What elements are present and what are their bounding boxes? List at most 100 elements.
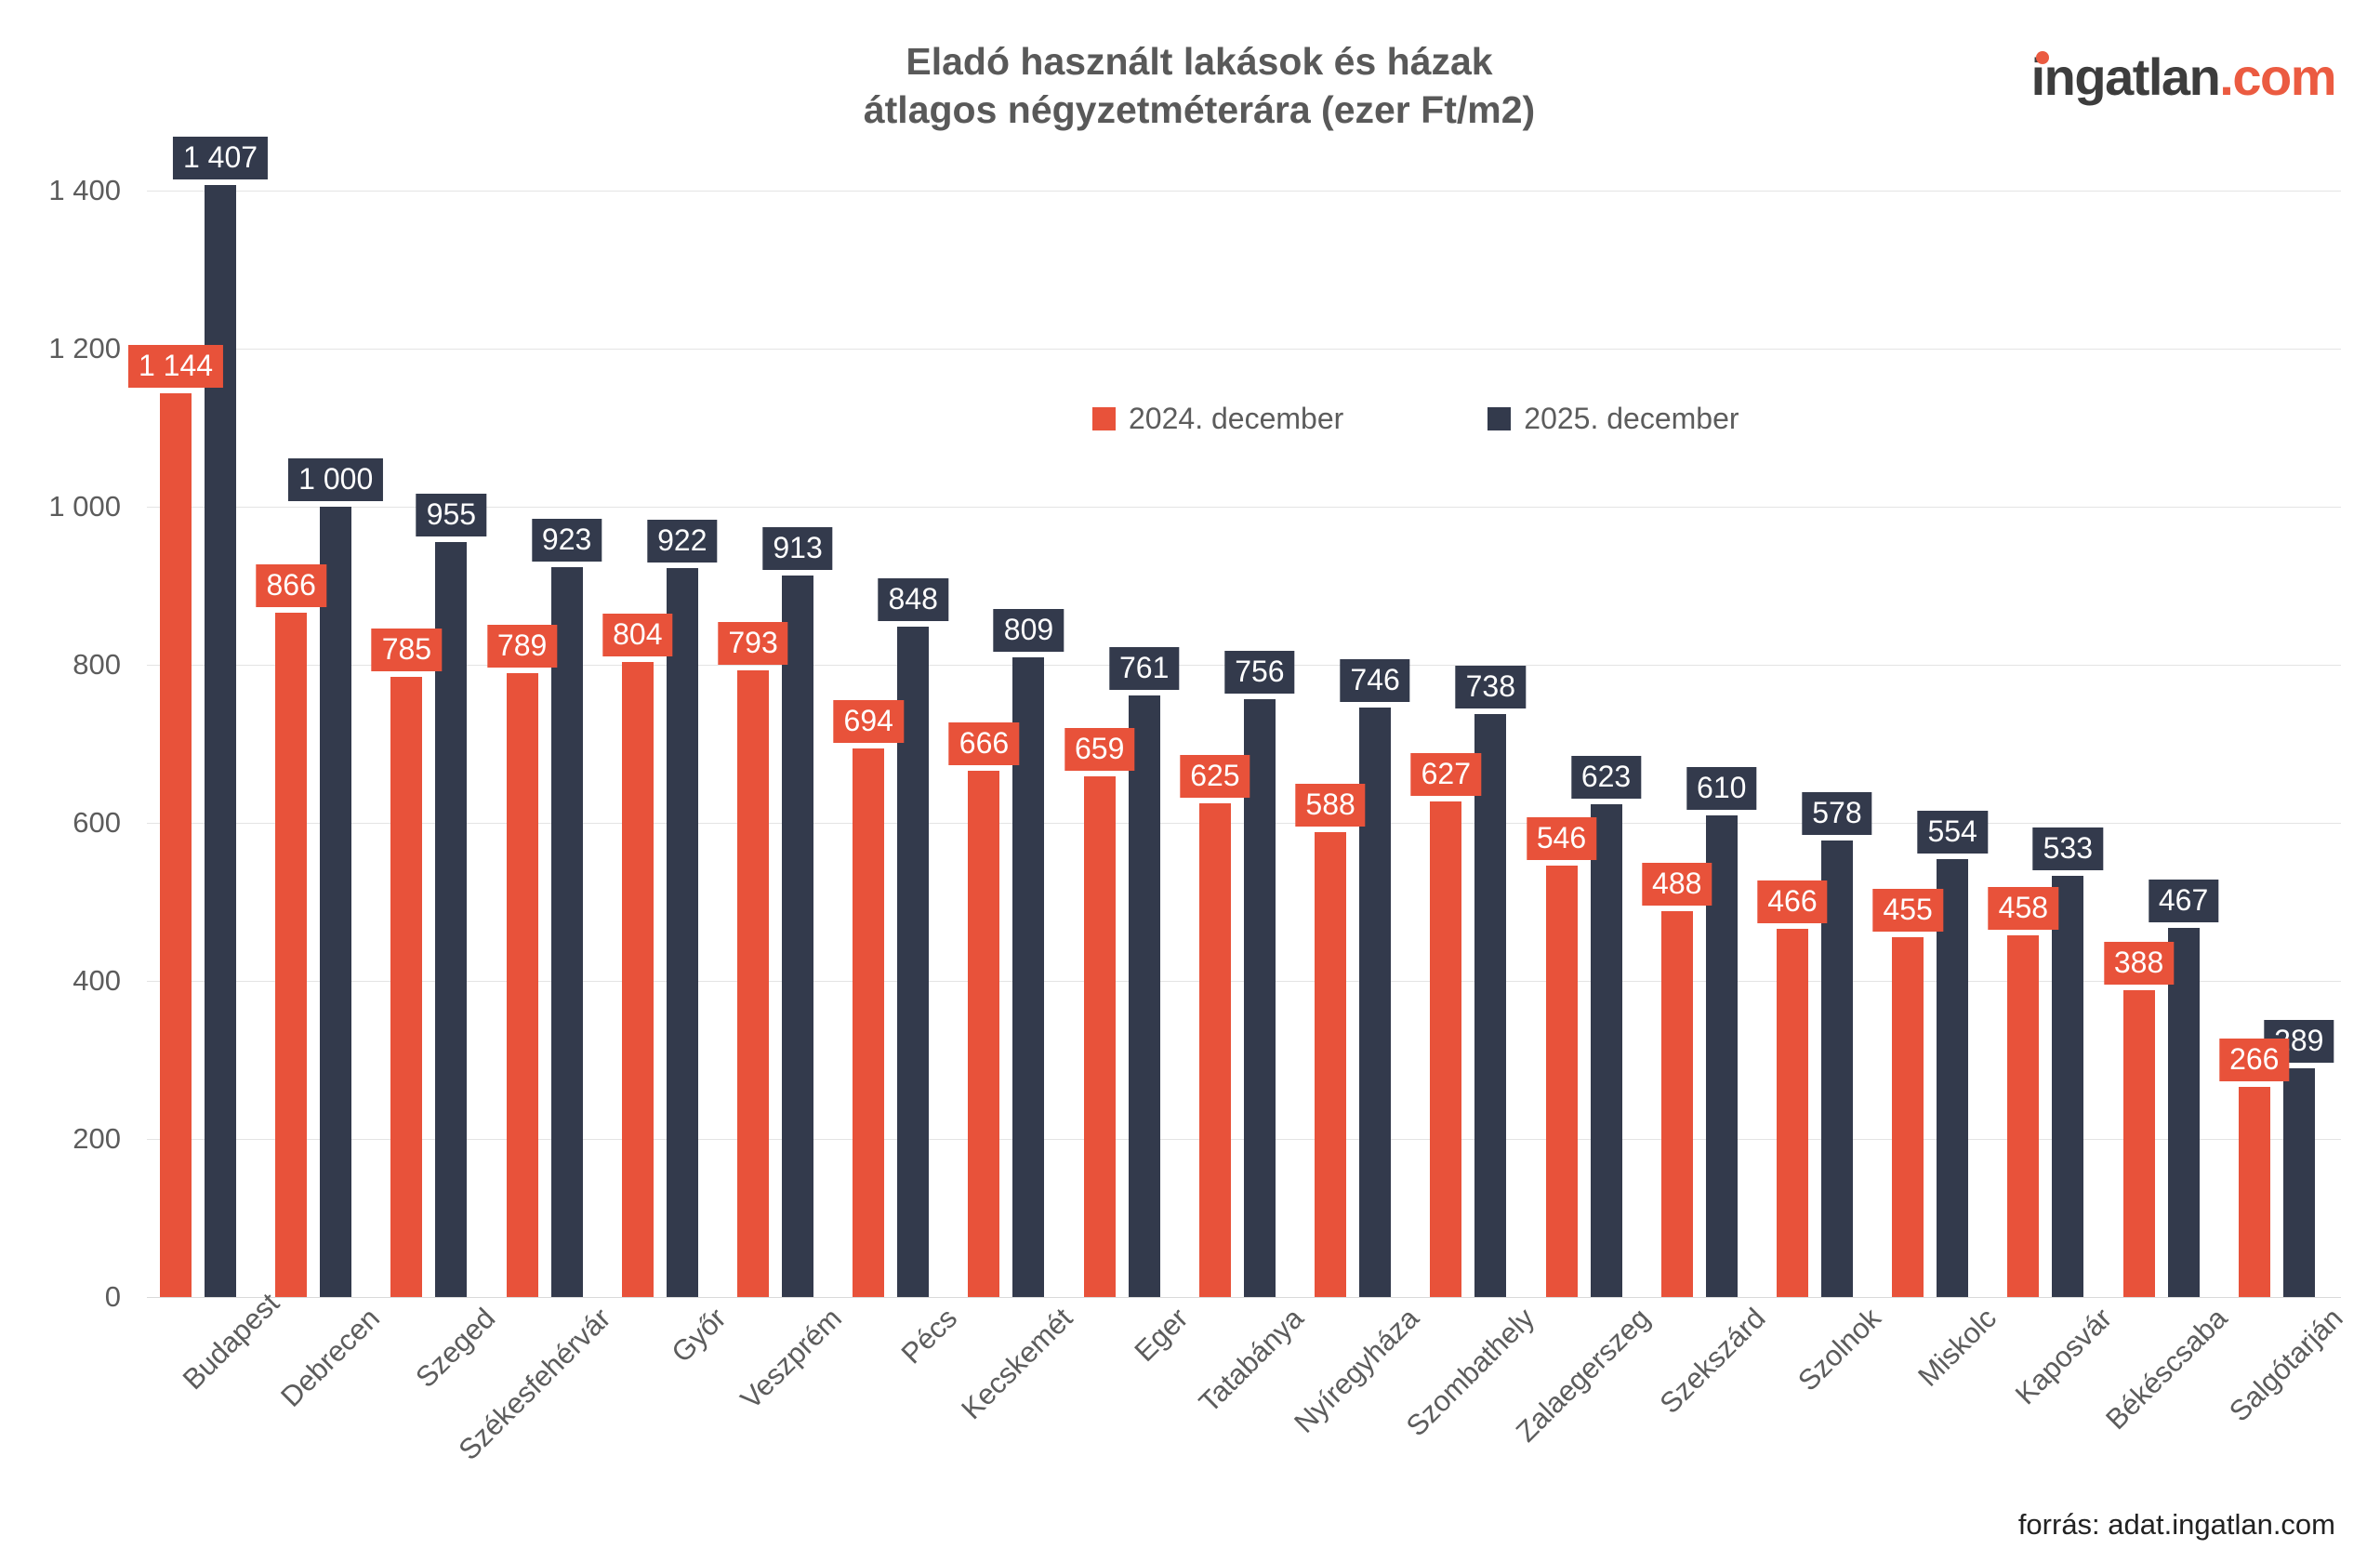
bar[interactable] bbox=[1198, 802, 1231, 1297]
page-title: Eladó használt lakások és házak átlagos … bbox=[863, 40, 1536, 132]
bar-group: 627 738 bbox=[1410, 112, 1532, 1297]
bar-group: 804 922 bbox=[602, 112, 724, 1297]
y-axis-tick-label: 800 bbox=[73, 648, 121, 681]
bar-group: 666 809 bbox=[948, 112, 1070, 1297]
bar-value-label: 694 bbox=[833, 700, 904, 744]
bar-group: 625 756 bbox=[1180, 112, 1302, 1297]
bar-value-label: 554 bbox=[1917, 811, 1988, 854]
gridline bbox=[147, 1297, 2341, 1298]
bar-group: 546 623 bbox=[1526, 112, 1648, 1297]
bar[interactable] bbox=[550, 567, 583, 1297]
bar-group: 793 913 bbox=[718, 112, 840, 1297]
logo-main-text: ingatlan bbox=[2030, 47, 2221, 106]
gridline bbox=[147, 507, 2341, 508]
bar-group: 588 746 bbox=[1295, 112, 1417, 1297]
logo-dotcom-text: .com bbox=[2219, 47, 2336, 106]
bar[interactable] bbox=[782, 575, 814, 1297]
bar[interactable] bbox=[1243, 699, 1276, 1297]
bar[interactable] bbox=[621, 661, 654, 1297]
bar-value-label: 266 bbox=[2219, 1038, 2290, 1081]
y-axis-tick-label: 1 400 bbox=[48, 174, 121, 206]
bar-value-label: 610 bbox=[1686, 766, 1757, 810]
y-axis-tick-label: 1 000 bbox=[48, 490, 121, 523]
bar-group: 458 533 bbox=[1988, 112, 2109, 1297]
bar-value-label: 533 bbox=[2032, 827, 2104, 870]
bar-value-label: 466 bbox=[1757, 880, 1828, 923]
bar[interactable] bbox=[2007, 934, 2040, 1297]
bar-group: 466 578 bbox=[1757, 112, 1879, 1297]
source-note: forrás: adat.ingatlan.com bbox=[2017, 1508, 2335, 1541]
y-axis-tick-label: 1 200 bbox=[48, 332, 121, 364]
bar[interactable] bbox=[1660, 911, 1693, 1297]
bar[interactable] bbox=[1892, 937, 1924, 1297]
bar-value-label: 785 bbox=[371, 628, 443, 671]
bar[interactable] bbox=[1315, 832, 1347, 1297]
legend-item-2[interactable]: 2025. december bbox=[1488, 402, 1739, 436]
bar-value-label: 1 407 bbox=[172, 137, 269, 180]
bar[interactable] bbox=[1937, 859, 1969, 1297]
logo-dot-icon bbox=[2035, 51, 2049, 64]
bar[interactable] bbox=[390, 676, 423, 1297]
bar-value-label: 388 bbox=[2103, 942, 2175, 986]
bar[interactable] bbox=[1590, 804, 1622, 1297]
chart-legend: 2024. december 2025. december bbox=[1092, 402, 1739, 436]
bar[interactable] bbox=[275, 612, 308, 1297]
bar-value-label: 625 bbox=[1180, 754, 1250, 798]
bar-group: 694 848 bbox=[833, 112, 955, 1297]
bar-group: 1 144 1 407 bbox=[127, 112, 269, 1297]
bar[interactable] bbox=[320, 507, 352, 1297]
bar[interactable] bbox=[968, 770, 1000, 1297]
bar-group: 785 955 bbox=[371, 112, 493, 1297]
bar-value-label: 756 bbox=[1224, 651, 1295, 695]
bar[interactable] bbox=[1474, 713, 1507, 1297]
bar[interactable] bbox=[2238, 1086, 2270, 1297]
bar-value-label: 809 bbox=[993, 609, 1064, 653]
bar-group: 455 554 bbox=[1872, 112, 1994, 1297]
bar-value-label: 666 bbox=[948, 721, 1020, 765]
bar[interactable] bbox=[1776, 928, 1808, 1297]
bar[interactable] bbox=[666, 568, 698, 1297]
bar[interactable] bbox=[1430, 801, 1462, 1297]
x-axis-tick-label: Budapest bbox=[176, 1286, 286, 1397]
bar-group: 388 467 bbox=[2103, 112, 2226, 1297]
plot-area: 1 144 1 407 866 1 000 785 955 789 923 804 922 793 9… bbox=[127, 112, 2341, 1298]
x-axis-labels: Budapest Debrecen Szeged Székesfehérvár Győr… bbox=[147, 1286, 2349, 1516]
legend-swatch-icon bbox=[1092, 407, 1116, 430]
bar[interactable] bbox=[506, 673, 538, 1297]
bar[interactable] bbox=[853, 748, 885, 1297]
legend-label: 2024. december bbox=[1129, 402, 1344, 435]
bar-value-label: 761 bbox=[1108, 647, 1180, 691]
bar[interactable] bbox=[1545, 865, 1578, 1297]
bar[interactable] bbox=[737, 669, 770, 1297]
bar-value-label: 1 000 bbox=[288, 458, 384, 501]
y-axis-tick-label: 200 bbox=[73, 1122, 121, 1155]
bar-value-label: 588 bbox=[1295, 784, 1366, 827]
bar[interactable] bbox=[2282, 1068, 2315, 1297]
bar-value-label: 1 144 bbox=[127, 344, 224, 388]
bar-value-label: 458 bbox=[1988, 886, 2059, 930]
bar-value-label: 746 bbox=[1340, 658, 1410, 702]
bar-value-label: 627 bbox=[1410, 753, 1482, 797]
bar-value-label: 913 bbox=[762, 526, 833, 570]
bar-value-label: 804 bbox=[602, 613, 673, 656]
bar-value-label: 659 bbox=[1064, 727, 1135, 771]
bar[interactable] bbox=[2167, 928, 2200, 1297]
y-axis-tick-label: 400 bbox=[73, 964, 121, 997]
bar-group: 266 289 bbox=[2219, 112, 2341, 1297]
bar-value-label: 955 bbox=[416, 494, 487, 537]
bar[interactable] bbox=[2122, 990, 2155, 1297]
gridline bbox=[147, 191, 2341, 192]
bar[interactable] bbox=[2052, 875, 2084, 1297]
logo-wordmark: ingatlan bbox=[2030, 47, 2221, 106]
bar-value-label: 467 bbox=[2148, 880, 2219, 923]
bar-value-label: 623 bbox=[1570, 756, 1642, 800]
bar-group: 789 923 bbox=[486, 112, 609, 1297]
bar[interactable] bbox=[1083, 775, 1116, 1297]
bar-value-label: 923 bbox=[531, 519, 602, 563]
bar[interactable] bbox=[1128, 695, 1160, 1297]
legend-item-1[interactable]: 2024. december bbox=[1092, 402, 1343, 436]
bar[interactable] bbox=[160, 392, 192, 1297]
legend-label: 2025. december bbox=[1524, 402, 1739, 435]
bar-value-label: 793 bbox=[718, 621, 788, 665]
